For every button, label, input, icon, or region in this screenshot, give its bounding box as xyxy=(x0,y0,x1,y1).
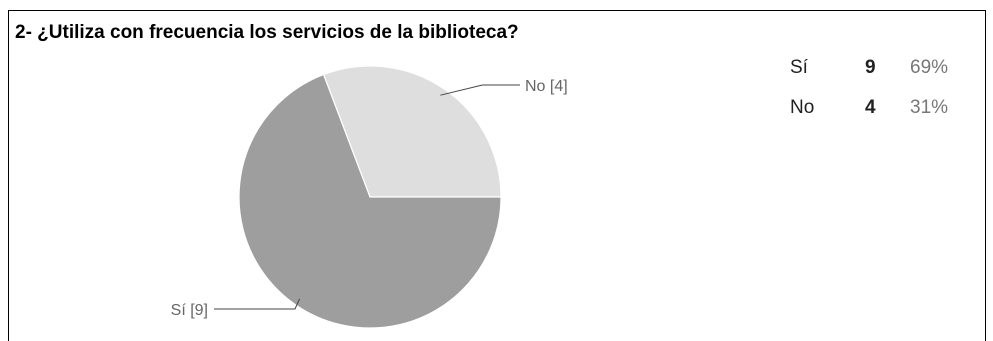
summary-row-no: No 4 31% xyxy=(790,88,948,128)
summary-label-si: Sí xyxy=(790,57,808,78)
leader-line-no xyxy=(440,84,520,96)
summary-percent-no: 31% xyxy=(910,97,949,118)
summary-percent-si: 69% xyxy=(910,57,949,78)
pie-slice-si xyxy=(238,73,502,329)
summary-label-no: No xyxy=(790,97,815,118)
pie-slice-no xyxy=(322,65,502,198)
chart-frame xyxy=(8,10,986,341)
pie-label-no: No [4] xyxy=(525,78,568,95)
question-title: 2- ¿Utiliza con frecuencia los servicios… xyxy=(15,22,519,43)
summary-row-si: Sí 9 69% xyxy=(790,48,948,88)
leader-line-si xyxy=(214,298,301,310)
pie-label-si: Sí [9] xyxy=(171,302,208,319)
summary-count-no: 4 xyxy=(865,97,876,118)
summary-table: Sí 9 69% No 4 31% xyxy=(790,48,948,128)
summary-count-si: 9 xyxy=(865,57,876,78)
